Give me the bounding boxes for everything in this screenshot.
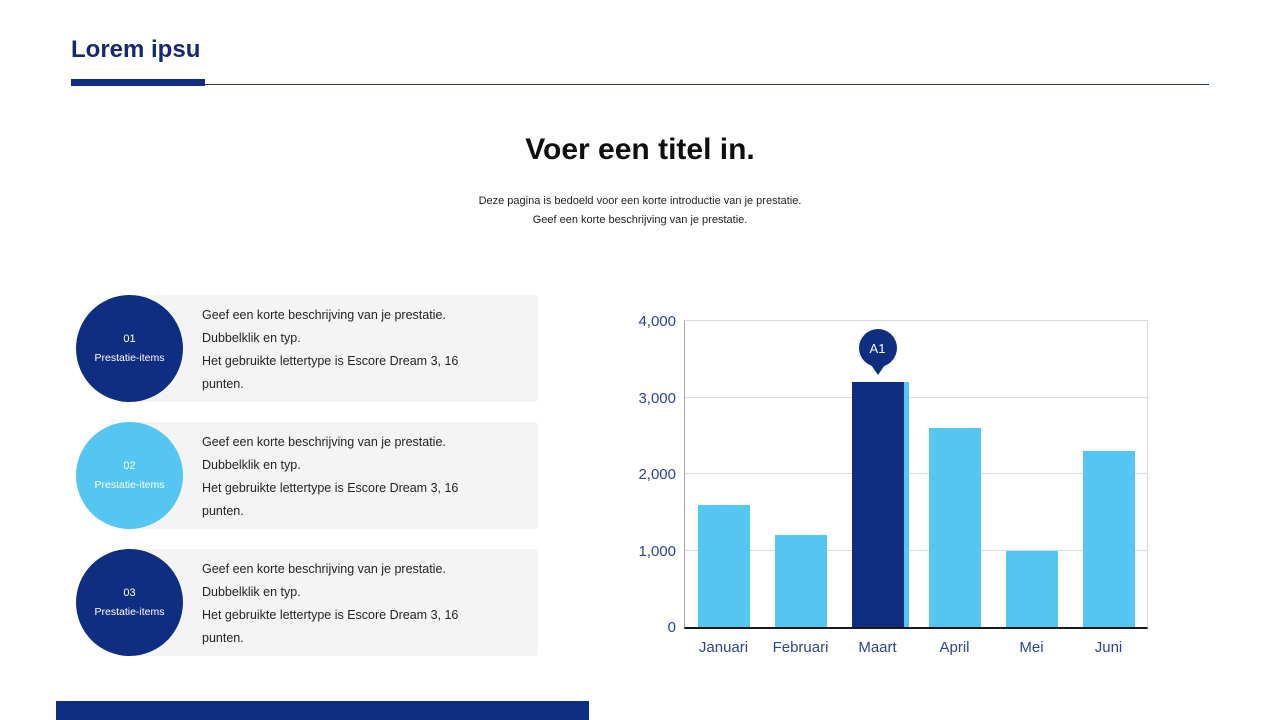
- list-item-line: Het gebruikte lettertype is Escore Dream…: [202, 608, 459, 622]
- slide-title: Voer een titel in.: [525, 133, 755, 166]
- x-axis-tick-label: Maart: [858, 639, 897, 656]
- list-item-badge: 03 Prestatie-items: [76, 549, 183, 656]
- highlight-pin: A1: [858, 329, 897, 368]
- x-axis-tick-label: Juni: [1094, 639, 1123, 656]
- bar-februari: [774, 535, 827, 627]
- list-item-number: 01: [123, 333, 136, 345]
- list-item-line: Dubbelklik en typ.: [202, 331, 301, 345]
- bar-mei: [1005, 550, 1058, 627]
- footer-accent-bar: [56, 701, 589, 720]
- list-item-line: punten.: [202, 377, 244, 391]
- header-accent-bar: [71, 79, 205, 86]
- bar-accent-strip: [903, 382, 909, 627]
- list-item-line: Dubbelklik en typ.: [202, 585, 301, 599]
- list-item-box: [131, 422, 538, 529]
- list-item-line: punten.: [202, 631, 244, 645]
- gridline: [685, 549, 1147, 551]
- list-item-box: [131, 549, 538, 656]
- list-item-line: Geef een korte beschrijving van je prest…: [202, 435, 446, 449]
- slide-subtitle: Deze pagina is bedoeld voor een korte in…: [0, 192, 1280, 230]
- y-axis-tick-label: 1,000: [638, 542, 676, 560]
- gridline: [685, 473, 1147, 474]
- bar-januari: [697, 504, 750, 627]
- list-item-text: Geef een korte beschrijving van je prest…: [202, 304, 458, 396]
- list-item-line: Dubbelklik en typ.: [202, 458, 301, 472]
- list-item-line: Geef een korte beschrijving van je prest…: [202, 562, 446, 576]
- header-divider: [71, 84, 1209, 85]
- y-axis-tick-label: 0: [667, 619, 676, 636]
- bar-juni: [1082, 451, 1135, 627]
- list-item: Geef een korte beschrijving van je prest…: [76, 422, 538, 529]
- slide-subtitle-line2: Geef een korte beschrijving van je prest…: [532, 214, 748, 226]
- list-item-line: punten.: [202, 504, 244, 518]
- list-item-number: 02: [123, 460, 136, 472]
- bar-maart: [851, 382, 904, 627]
- list-item-badge: 02 Prestatie-items: [76, 422, 183, 529]
- bar-chart-plot: 0 1,000 2,000 3,000 4,000 Januari Februari A1 Ma…: [638, 313, 1148, 656]
- slide-subtitle-line1: Deze pagina is bedoeld voor een korte in…: [478, 195, 802, 207]
- highlight-pin-label: A1: [869, 340, 886, 356]
- x-axis-tick-label: Januari: [698, 639, 749, 656]
- list-item-number: 03: [123, 587, 136, 599]
- list-item-line: Het gebruikte lettertype is Escore Dream…: [202, 354, 459, 368]
- y-axis-tick-label: 2,000: [638, 466, 676, 483]
- list-item-text: Geef een korte beschrijving van je prest…: [202, 558, 458, 650]
- list-item-label: Prestatie-items: [94, 352, 165, 364]
- list-item-line: Het gebruikte lettertype is Escore Dream…: [202, 481, 459, 495]
- list-item-text: Geef een korte beschrijving van je prest…: [202, 431, 458, 523]
- x-axis-tick-label: Februari: [772, 639, 829, 656]
- x-axis-tick-label: April: [939, 639, 970, 656]
- page-title: Lorem ipsu: [71, 36, 201, 63]
- list-item-label: Prestatie-items: [94, 479, 165, 491]
- list-item: Geef een korte beschrijving van je prest…: [76, 295, 538, 402]
- gridline: [685, 396, 1147, 398]
- feature-list: Geef een korte beschrijving van je prest…: [76, 295, 538, 676]
- list-item: Geef een korte beschrijving van je prest…: [76, 549, 538, 656]
- list-item-line: Geef een korte beschrijving van je prest…: [202, 308, 446, 322]
- y-axis-tick-label: 3,000: [638, 389, 676, 407]
- x-axis-tick-label: Mei: [1019, 639, 1044, 656]
- bar-april: [928, 428, 981, 627]
- y-axis-tick-label: 4,000: [638, 313, 676, 330]
- list-item-label: Prestatie-items: [94, 606, 165, 618]
- list-item-badge: 01 Prestatie-items: [76, 295, 183, 402]
- list-item-box: [131, 295, 538, 402]
